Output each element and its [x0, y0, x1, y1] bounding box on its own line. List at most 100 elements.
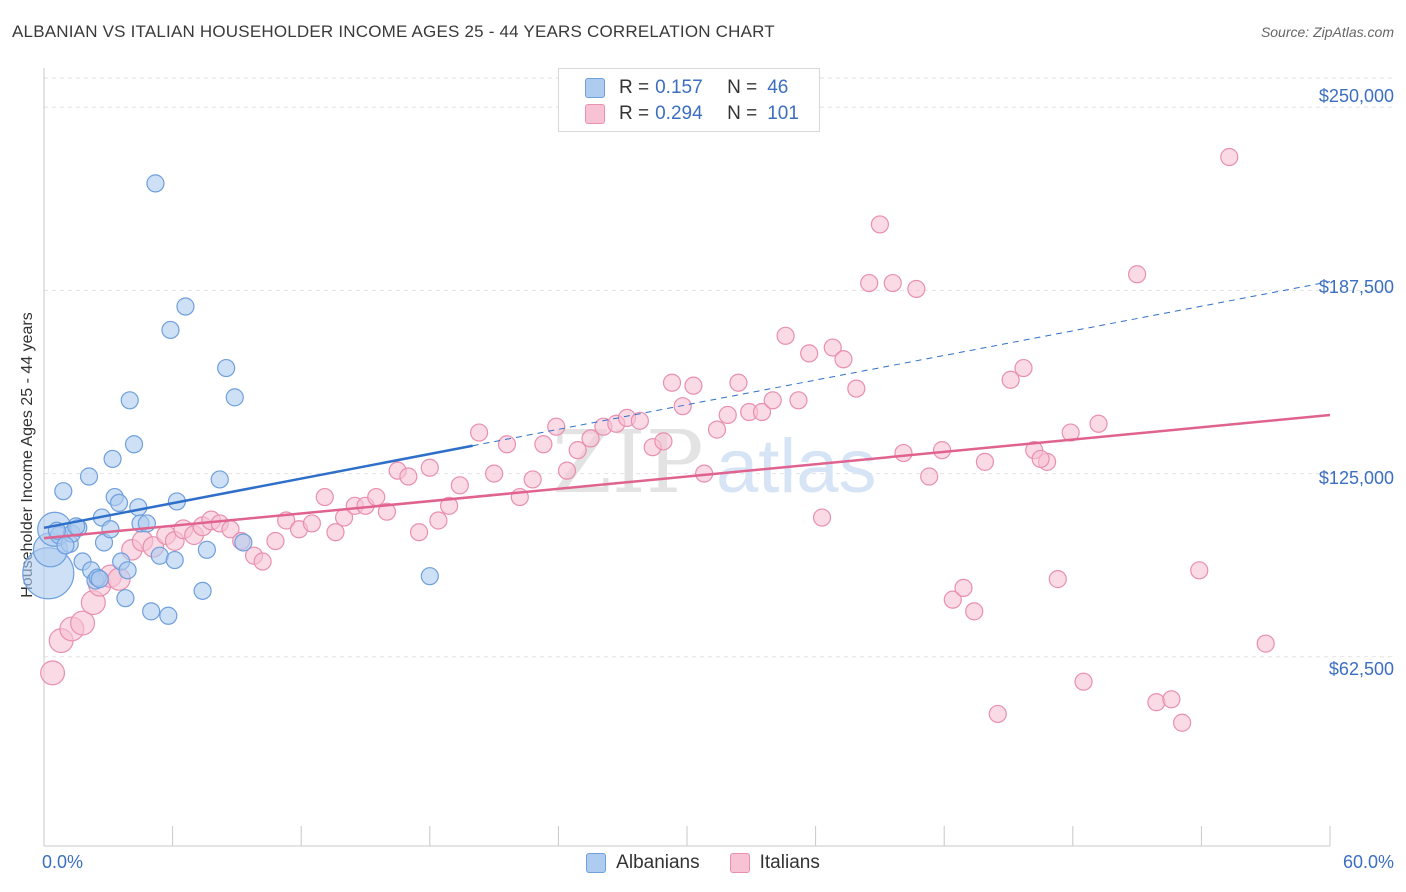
data-point: [568, 441, 587, 460]
stats-legend: R = 0.157 N = 46 R = 0.294 N = 101: [558, 68, 820, 132]
italians-swatch: [585, 104, 605, 124]
data-point: [718, 405, 737, 425]
data-point: [547, 417, 566, 436]
albanians-swatch: [585, 78, 605, 98]
legend-r-label: R =: [619, 103, 650, 124]
data-point: [812, 508, 832, 527]
albanians-legend-label: Albanians: [616, 852, 700, 873]
data-point: [302, 514, 322, 533]
legend-row-albanians: R = 0.157 N = 46: [585, 77, 788, 99]
albanians-points: [22, 174, 439, 625]
data-point: [253, 552, 272, 571]
data-point: [870, 215, 890, 234]
data-point: [399, 467, 418, 486]
data-point: [129, 498, 148, 517]
data-point: [1127, 265, 1147, 284]
data-point: [1048, 570, 1067, 589]
data-point: [847, 379, 866, 398]
data-point: [146, 174, 165, 193]
data-point: [932, 441, 952, 460]
data-point: [763, 391, 782, 410]
data-point: [1031, 449, 1050, 469]
watermark-zip: ZIP: [552, 413, 704, 513]
data-point: [70, 610, 96, 636]
data-point: [988, 704, 1007, 724]
data-point: [1220, 147, 1239, 167]
data-point: [534, 435, 553, 454]
legend-n-label: N =: [727, 103, 758, 124]
data-point: [54, 482, 73, 501]
data-point: [266, 531, 285, 551]
data-point: [684, 376, 703, 395]
x-tick-label-min: 0.0%: [42, 852, 84, 872]
y-tick-label-187500: $187,500: [1318, 277, 1394, 297]
data-point: [975, 452, 995, 471]
data-point: [789, 391, 808, 410]
data-point: [142, 602, 161, 621]
data-point: [225, 388, 244, 407]
data-point: [557, 461, 577, 480]
legend-n-value: 46: [767, 77, 789, 98]
legend-item-albanians[interactable]: Albanians: [586, 852, 700, 874]
data-point: [159, 606, 178, 625]
series-legend: Albanians Italians: [0, 852, 1406, 874]
data-point: [860, 273, 879, 293]
data-point: [729, 373, 748, 392]
data-point: [210, 470, 229, 489]
data-point: [109, 493, 129, 513]
italians-trend-line: [43, 413, 1331, 540]
data-point: [662, 373, 682, 392]
data-point: [752, 402, 772, 422]
data-point: [673, 397, 692, 416]
data-point: [1014, 358, 1033, 378]
data-point: [217, 358, 236, 378]
data-point: [834, 350, 853, 369]
data-point: [197, 540, 216, 559]
legend-r-value: 0.294: [655, 103, 703, 124]
data-point: [367, 487, 386, 507]
data-point: [150, 546, 169, 565]
legend-n-label: N =: [727, 77, 758, 98]
data-point: [497, 435, 517, 454]
x-tick-label-max: 60.0%: [1342, 852, 1394, 872]
data-point: [894, 443, 913, 463]
legend-row-italians: R = 0.294 N = 101: [585, 103, 799, 125]
data-point: [943, 590, 962, 609]
data-point: [176, 297, 195, 316]
italians-legend-label: Italians: [759, 852, 820, 873]
data-point: [420, 567, 439, 586]
axes: [43, 68, 1331, 847]
data-point: [1173, 713, 1192, 732]
albanians-trend-line: [43, 444, 473, 530]
data-point: [377, 502, 397, 521]
data-point: [234, 533, 253, 552]
italians-points: [40, 147, 1275, 732]
data-point: [409, 523, 429, 542]
data-point: [124, 435, 144, 454]
data-point: [776, 326, 795, 345]
data-point: [450, 476, 469, 495]
legend-r-value: 0.157: [655, 77, 703, 98]
data-point: [315, 487, 334, 507]
data-point: [485, 464, 504, 483]
data-point: [1001, 370, 1020, 389]
data-point: [883, 273, 902, 293]
y-tick-label-125000: $125,000: [1318, 468, 1394, 488]
data-point: [707, 420, 727, 439]
legend-r-label: R =: [619, 77, 650, 98]
data-point: [40, 660, 66, 686]
data-point: [79, 467, 99, 486]
albanians-legend-swatch: [586, 853, 607, 873]
data-point: [118, 561, 137, 580]
data-point: [120, 391, 139, 410]
legend-item-italians[interactable]: Italians: [729, 852, 820, 874]
legend-n-value: 101: [767, 103, 799, 124]
trend-lines: [43, 281, 1331, 540]
data-point: [420, 458, 439, 477]
data-point: [193, 581, 212, 600]
data-point: [920, 467, 939, 486]
data-point: [1162, 690, 1181, 709]
data-point: [581, 429, 600, 448]
albanians-trend-extension: [472, 281, 1331, 447]
